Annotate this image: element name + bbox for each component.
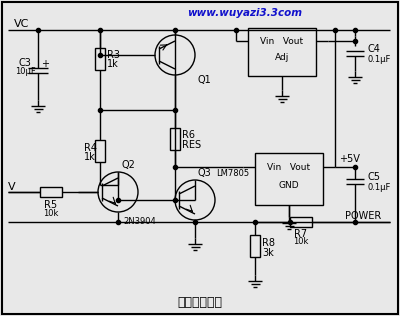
Circle shape: [155, 35, 195, 75]
Bar: [170, 128, 180, 150]
Bar: [255, 153, 323, 205]
Bar: [290, 217, 312, 227]
Text: +: +: [41, 59, 49, 69]
Text: R4: R4: [84, 143, 97, 153]
Circle shape: [98, 172, 138, 212]
Text: Vin   Vout: Vin Vout: [268, 162, 310, 172]
Text: 3k: 3k: [262, 248, 274, 258]
Text: VC: VC: [14, 19, 29, 29]
Text: C5: C5: [367, 172, 380, 182]
Text: Q2: Q2: [121, 160, 135, 170]
Text: R3: R3: [107, 50, 120, 60]
Text: 0.1μF: 0.1μF: [367, 183, 390, 191]
Text: +5V: +5V: [339, 154, 360, 164]
Text: 1k: 1k: [84, 152, 96, 162]
Text: Vin   Vout: Vin Vout: [260, 37, 304, 46]
Text: 10k: 10k: [43, 209, 59, 217]
Text: R8: R8: [262, 238, 275, 248]
Text: R6: R6: [182, 130, 195, 140]
Bar: [95, 140, 105, 162]
Text: C3: C3: [18, 58, 32, 68]
Text: 1k: 1k: [107, 59, 119, 69]
Bar: [95, 48, 105, 70]
Text: R5: R5: [44, 200, 58, 210]
Bar: [40, 187, 62, 197]
Text: www.wuyazi3.3com: www.wuyazi3.3com: [188, 8, 302, 18]
Bar: [250, 235, 260, 257]
Text: 10μF: 10μF: [15, 68, 35, 76]
Text: C4: C4: [367, 44, 380, 54]
Text: 0.1μF: 0.1μF: [367, 54, 390, 64]
Text: 10k: 10k: [293, 238, 309, 246]
Text: V: V: [8, 182, 16, 192]
Text: Adj: Adj: [275, 53, 289, 63]
Circle shape: [175, 180, 215, 220]
Text: LM7805: LM7805: [216, 168, 250, 178]
Text: Q3: Q3: [198, 168, 212, 178]
Text: GND: GND: [279, 181, 299, 191]
Text: 电源切换电路: 电源切换电路: [178, 296, 222, 309]
Bar: [248, 28, 316, 76]
Text: Q1: Q1: [198, 75, 212, 85]
Text: RES: RES: [182, 140, 201, 150]
Text: R7: R7: [294, 229, 308, 239]
Text: POWER: POWER: [345, 211, 381, 221]
Text: 2N3904: 2N3904: [123, 217, 156, 227]
